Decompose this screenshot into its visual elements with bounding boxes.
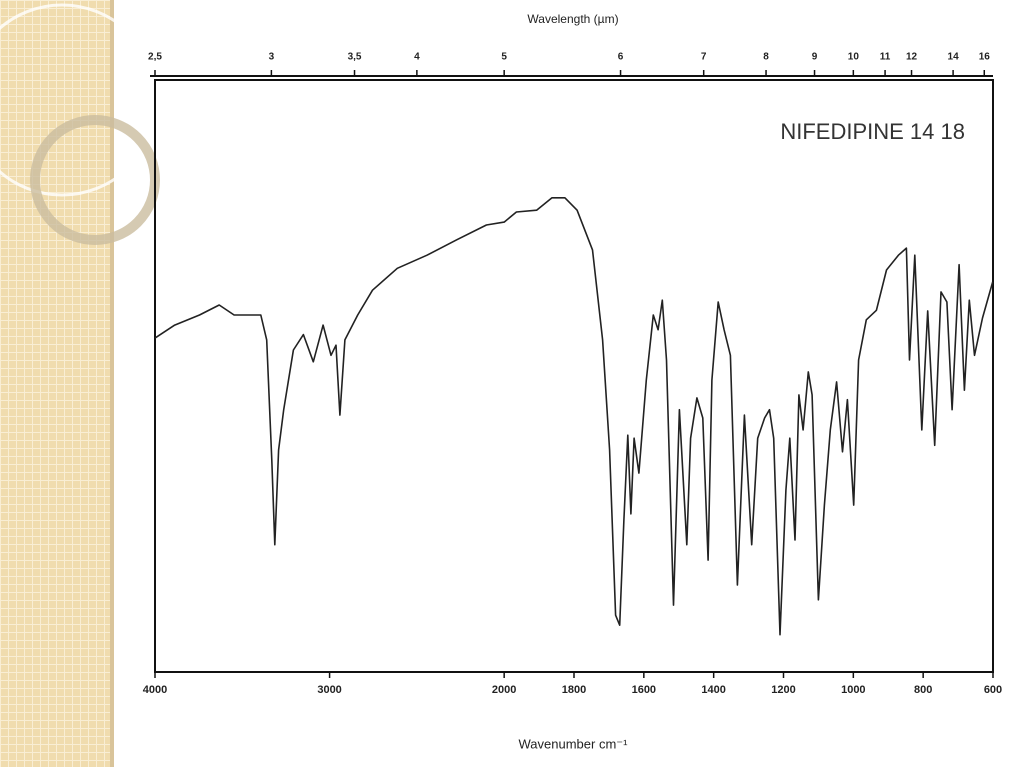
x2-tick-label: 11	[880, 52, 891, 63]
x-tick-label: 1400	[701, 684, 725, 696]
x2-tick-label: 3	[269, 52, 275, 63]
x2-tick-label: 7	[701, 52, 707, 63]
side-border	[110, 0, 114, 767]
x2-tick-label: 12	[906, 52, 918, 63]
x2-tick-label: 6	[618, 52, 624, 63]
x2-tick-label: 3,5	[348, 52, 362, 63]
x-tick-label: 600	[984, 684, 1002, 696]
side-strip	[0, 0, 110, 767]
x-tick-label: 1800	[562, 684, 586, 696]
spectrum-line	[154, 197, 994, 636]
chart-title: NIFEDIPINE 14 18	[780, 119, 965, 144]
x-tick-label: 1000	[841, 684, 865, 696]
x2-tick-label: 8	[763, 52, 769, 63]
x-tick-label: 4000	[143, 684, 167, 696]
x2-tick-label: 4	[414, 52, 420, 63]
x-tick-label: 3000	[317, 684, 341, 696]
x2-tick-label: 14	[948, 52, 960, 63]
x-tick-label: 1600	[632, 684, 656, 696]
x2-tick-label: 2,5	[148, 52, 162, 63]
x2-tick-label: 16	[979, 52, 991, 63]
x-tick-label: 1200	[771, 684, 795, 696]
x2-tick-label: 5	[501, 52, 507, 63]
x2-tick-label: 10	[848, 52, 860, 63]
top-axis-title: Wavelength (µm)	[527, 12, 618, 26]
decor-circle	[0, 3, 159, 197]
x2-tick-label: 9	[812, 52, 818, 63]
plot-frame	[154, 79, 994, 673]
x-tick-label: 2000	[492, 684, 516, 696]
x-axis-title: Wavenumber cm⁻¹	[519, 736, 629, 751]
x-tick-label: 800	[914, 684, 932, 696]
